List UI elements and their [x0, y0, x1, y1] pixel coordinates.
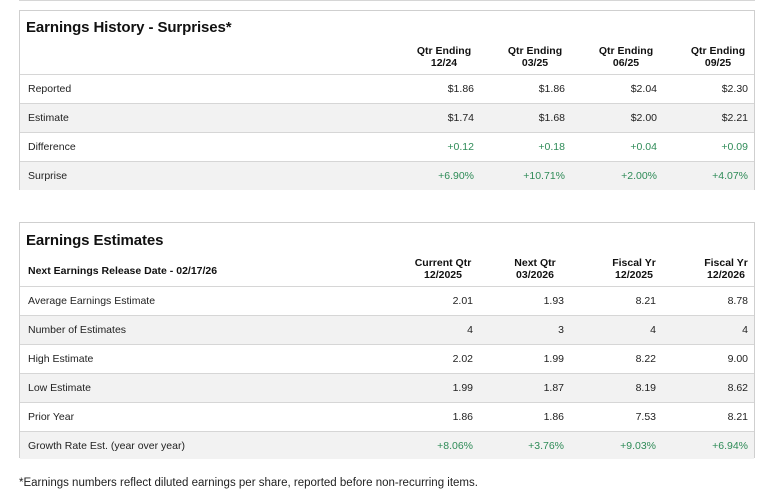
table-row: High Estimate 2.02 1.99 8.22 9.00	[20, 344, 754, 373]
cell-value: +0.18	[538, 141, 565, 153]
cell-value: +6.94%	[712, 440, 748, 452]
cell-value: 1.86	[543, 411, 564, 423]
table-row: Growth Rate Est. (year over year) +8.06%…	[20, 431, 754, 459]
row-label: Average Earnings Estimate	[28, 295, 156, 307]
column-header: Current Qtr 12/2025	[414, 257, 472, 281]
cell-value: $2.00	[630, 112, 657, 124]
cell-value: 8.62	[727, 382, 748, 394]
row-label: Low Estimate	[28, 382, 92, 394]
cell-value: 9.00	[727, 353, 748, 365]
earnings-history-panel: Earnings History - Surprises* Qtr Ending…	[19, 10, 755, 190]
footnote: *Earnings numbers reflect diluted earnin…	[19, 477, 478, 489]
table-row: Reported $1.86 $1.86 $2.04 $2.30	[20, 74, 754, 103]
cell-value: 8.19	[635, 382, 656, 394]
row-label: Reported	[28, 83, 72, 95]
cell-value: 8.21	[727, 411, 748, 423]
cell-value: +2.00%	[621, 170, 657, 182]
earnings-estimates-panel: Earnings Estimates Next Earnings Release…	[19, 222, 755, 459]
cell-value: 1.93	[543, 295, 564, 307]
table-row: Surprise +6.90% +10.71% +2.00% +4.07%	[20, 161, 754, 190]
cell-value: 3	[558, 324, 564, 336]
earnings-history-title: Earnings History - Surprises*	[26, 19, 232, 36]
next-release-date: Next Earnings Release Date - 02/17/26	[28, 265, 218, 277]
row-label: Number of Estimates	[28, 324, 127, 336]
cell-value: $1.68	[538, 112, 565, 124]
cell-value: $1.86	[447, 83, 474, 95]
column-header: Next Qtr 03/2026	[514, 257, 556, 281]
column-header: Qtr Ending 12/24	[416, 45, 472, 69]
cell-value: +9.03%	[620, 440, 656, 452]
cell-value: 1.87	[543, 382, 564, 394]
top-divider	[19, 0, 755, 1]
earnings-history-header: Qtr Ending 12/24 Qtr Ending 03/25 Qtr Endi…	[20, 45, 754, 71]
cell-value: +0.12	[447, 141, 474, 153]
cell-value: +10.71%	[523, 170, 565, 182]
table-row: Prior Year 1.86 1.86 7.53 8.21	[20, 402, 754, 431]
table-row: Low Estimate 1.99 1.87 8.19 8.62	[20, 373, 754, 402]
row-label: High Estimate	[28, 353, 94, 365]
cell-value: 4	[467, 324, 473, 336]
column-header: Fiscal Yr 12/2026	[704, 257, 748, 281]
cell-value: 7.53	[635, 411, 656, 423]
column-header: Qtr Ending 03/25	[507, 45, 563, 69]
row-label: Surprise	[28, 170, 68, 182]
cell-value: 8.78	[727, 295, 748, 307]
cell-value: +0.04	[630, 141, 657, 153]
cell-value: 4	[742, 324, 748, 336]
cell-value: 2.01	[452, 295, 473, 307]
earnings-estimates-header: Next Earnings Release Date - 02/17/26 Cu…	[20, 257, 754, 283]
column-header: Qtr Ending 09/25	[690, 45, 746, 69]
cell-value: $2.21	[721, 112, 748, 124]
table-row: Difference +0.12 +0.18 +0.04 +0.09	[20, 132, 754, 161]
table-row: Estimate $1.74 $1.68 $2.00 $2.21	[20, 103, 754, 132]
cell-value: 1.99	[452, 382, 473, 394]
cell-value: $1.74	[447, 112, 474, 124]
cell-value: +8.06%	[437, 440, 473, 452]
column-header: Qtr Ending 06/25	[598, 45, 654, 69]
cell-value: +4.07%	[712, 170, 748, 182]
row-label: Difference	[28, 141, 76, 153]
cell-value: 4	[650, 324, 656, 336]
cell-value: 1.99	[543, 353, 564, 365]
table-row: Average Earnings Estimate 2.01 1.93 8.21…	[20, 286, 754, 315]
cell-value: +0.09	[721, 141, 748, 153]
table-row: Number of Estimates 4 3 4 4	[20, 315, 754, 344]
cell-value: $1.86	[538, 83, 565, 95]
column-header: Fiscal Yr 12/2025	[612, 257, 656, 281]
row-label: Prior Year	[28, 411, 75, 423]
cell-value: 8.21	[635, 295, 656, 307]
cell-value: +3.76%	[528, 440, 564, 452]
cell-value: $2.04	[630, 83, 657, 95]
row-label: Growth Rate Est. (year over year)	[28, 440, 185, 452]
row-label: Estimate	[28, 112, 69, 124]
cell-value: 1.86	[452, 411, 473, 423]
cell-value: +6.90%	[438, 170, 474, 182]
cell-value: 8.22	[635, 353, 656, 365]
cell-value: 2.02	[452, 353, 473, 365]
cell-value: $2.30	[721, 83, 748, 95]
earnings-estimates-title: Earnings Estimates	[26, 232, 164, 249]
